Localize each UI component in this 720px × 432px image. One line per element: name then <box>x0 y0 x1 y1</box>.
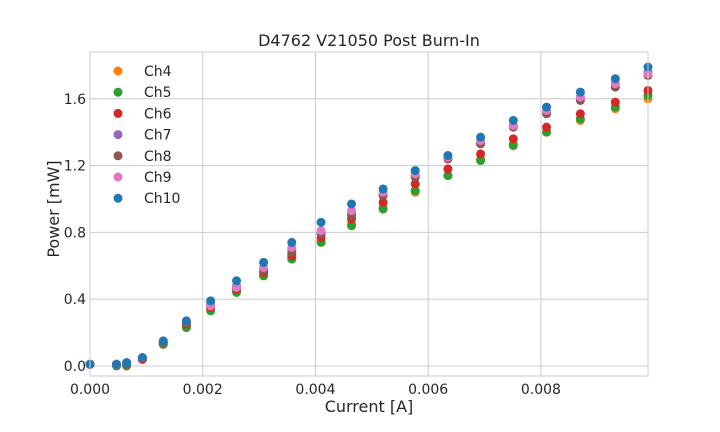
data-point <box>347 199 357 209</box>
data-point <box>610 74 620 84</box>
data-point <box>347 221 357 231</box>
legend-item-ch7: Ch7 <box>113 128 172 144</box>
legend-marker <box>113 87 123 97</box>
y-tick-label: 0.0 <box>64 359 86 375</box>
data-point <box>378 204 388 214</box>
legend-marker <box>113 172 123 182</box>
y-tick-label: 0.8 <box>64 225 86 241</box>
data-point <box>259 257 269 267</box>
legend-marker <box>113 130 123 140</box>
data-point <box>542 102 552 112</box>
data-point <box>111 359 121 369</box>
data-point <box>137 353 147 363</box>
data-point <box>232 282 242 292</box>
data-point <box>476 132 486 142</box>
legend-label: Ch4 <box>144 64 172 80</box>
data-point <box>206 296 216 306</box>
legend-label: Ch6 <box>144 106 172 122</box>
data-point <box>542 122 552 132</box>
data-point <box>508 115 518 125</box>
data-point <box>378 184 388 194</box>
data-point <box>181 316 191 326</box>
data-point <box>508 134 518 144</box>
data-point <box>287 237 297 247</box>
legend-item-ch4: Ch4 <box>113 64 172 80</box>
x-tick-label: 0.002 <box>183 382 223 398</box>
x-tick-labels: 0.000 0.002 0.004 0.006 0.008 <box>70 382 561 398</box>
legend-label: Ch5 <box>144 85 172 101</box>
x-tick-label: 0.008 <box>521 382 561 398</box>
y-tick-labels: 0.0 0.4 0.8 1.2 1.6 <box>64 92 86 375</box>
x-axis-label: Current [A] <box>325 397 414 416</box>
data-point <box>122 358 132 368</box>
data-point <box>410 166 420 176</box>
data-point <box>476 156 486 166</box>
data-point <box>232 276 242 286</box>
legend-label: Ch8 <box>144 149 172 165</box>
legend: Ch4 Ch5 Ch6 Ch7 Ch8 Ch9 Ch10 <box>113 64 180 207</box>
data-point <box>476 149 486 159</box>
x-tick-label: 0.000 <box>70 382 110 398</box>
legend-item-ch8: Ch8 <box>113 149 172 165</box>
data-point <box>158 336 168 346</box>
data-point <box>610 97 620 107</box>
legend-item-ch5: Ch5 <box>113 85 172 101</box>
data-point <box>316 217 326 227</box>
chart-title: D4762 V21050 Post Burn-In <box>258 31 480 50</box>
data-points <box>85 62 653 371</box>
data-point <box>443 164 453 174</box>
data-point <box>410 186 420 196</box>
data-point <box>443 171 453 181</box>
series-ch10 <box>85 62 653 369</box>
legend-label: Ch10 <box>144 191 180 207</box>
data-point <box>508 141 518 151</box>
plot-area <box>90 52 648 376</box>
legend-marker <box>113 66 123 76</box>
grid <box>89 52 648 376</box>
y-tick-label: 1.2 <box>64 159 86 175</box>
legend-label: Ch9 <box>144 170 172 186</box>
data-point <box>347 206 357 216</box>
data-point <box>378 197 388 207</box>
data-point <box>316 226 326 236</box>
y-tick-label: 0.4 <box>64 292 86 308</box>
legend-marker <box>113 108 123 118</box>
legend-marker <box>113 193 123 203</box>
plot-frame <box>89 51 649 377</box>
data-point <box>575 87 585 97</box>
x-tick-label: 0.006 <box>408 382 448 398</box>
y-axis-label: Power [mW] <box>44 160 63 257</box>
y-tick-label: 1.6 <box>64 92 86 108</box>
data-point <box>443 151 453 161</box>
legend-item-ch9: Ch9 <box>113 170 172 186</box>
legend-marker <box>113 151 123 161</box>
data-point <box>410 179 420 189</box>
legend-item-ch10: Ch10 <box>113 191 180 207</box>
data-point <box>575 109 585 119</box>
x-tick-label: 0.004 <box>295 382 335 398</box>
legend-item-ch6: Ch6 <box>113 106 172 122</box>
legend-label: Ch7 <box>144 128 172 144</box>
